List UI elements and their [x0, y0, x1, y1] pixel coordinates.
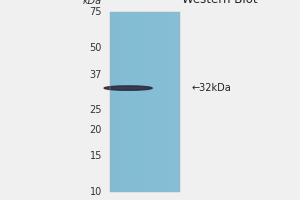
Bar	[135, 12, 136, 192]
Bar	[154, 12, 156, 192]
Bar	[143, 12, 144, 192]
Bar	[129, 12, 130, 192]
Ellipse shape	[104, 86, 152, 90]
Bar	[122, 12, 123, 192]
Text: 50: 50	[90, 43, 102, 53]
Bar	[137, 12, 138, 192]
Bar	[124, 12, 125, 192]
Bar	[154, 12, 155, 192]
Text: 25: 25	[89, 105, 102, 115]
Bar	[117, 12, 119, 192]
Bar	[152, 12, 153, 192]
Bar	[155, 12, 157, 192]
Bar	[141, 12, 142, 192]
Bar	[174, 12, 175, 192]
Bar	[139, 12, 140, 192]
Bar	[148, 12, 149, 192]
Bar	[128, 12, 129, 192]
Text: 20: 20	[90, 125, 102, 135]
Bar	[132, 12, 134, 192]
Bar	[145, 12, 146, 192]
Bar	[160, 12, 161, 192]
Bar	[134, 12, 135, 192]
Bar	[170, 12, 172, 192]
Bar	[150, 12, 151, 192]
Bar	[110, 12, 112, 192]
Bar	[127, 12, 128, 192]
Bar	[177, 12, 178, 192]
Bar	[157, 12, 158, 192]
Bar	[133, 12, 134, 192]
Bar	[171, 12, 172, 192]
Bar	[151, 12, 152, 192]
Bar	[120, 12, 121, 192]
Bar	[110, 12, 180, 192]
Bar	[159, 12, 160, 192]
Bar	[144, 12, 145, 192]
Bar	[179, 12, 180, 192]
Bar	[160, 12, 162, 192]
Bar	[147, 12, 148, 192]
Text: kDa: kDa	[83, 0, 102, 6]
Bar	[176, 12, 177, 192]
Bar	[115, 12, 116, 192]
Bar	[165, 12, 166, 192]
Text: 15: 15	[90, 151, 102, 161]
Bar	[130, 12, 131, 192]
Bar	[168, 12, 169, 192]
Bar	[124, 12, 126, 192]
Bar	[146, 12, 147, 192]
Text: 37: 37	[90, 70, 102, 80]
Bar	[142, 12, 143, 192]
Bar	[172, 12, 173, 192]
Bar	[119, 12, 120, 192]
Text: ←32kDa: ←32kDa	[192, 83, 232, 93]
Bar	[149, 12, 150, 192]
Text: 75: 75	[89, 7, 102, 17]
Bar	[178, 12, 179, 192]
Bar	[163, 12, 164, 192]
Bar	[138, 12, 139, 192]
Bar	[110, 12, 111, 192]
Bar	[146, 12, 148, 192]
Bar	[161, 12, 163, 192]
Bar	[113, 12, 114, 192]
Bar	[140, 12, 141, 192]
Bar	[167, 12, 168, 192]
Bar	[173, 12, 174, 192]
Bar	[158, 12, 159, 192]
Bar	[121, 12, 122, 192]
Bar	[131, 12, 133, 192]
Bar	[136, 12, 137, 192]
Bar	[169, 12, 171, 192]
Text: 10: 10	[90, 187, 102, 197]
Bar	[162, 12, 164, 192]
Bar	[131, 12, 132, 192]
Bar	[116, 12, 118, 192]
Bar	[164, 12, 165, 192]
Bar	[123, 12, 124, 192]
Bar	[126, 12, 128, 192]
Bar	[125, 12, 127, 192]
Bar	[114, 12, 115, 192]
Bar	[118, 12, 119, 192]
Bar	[140, 12, 142, 192]
Bar	[166, 12, 167, 192]
Bar	[175, 12, 176, 192]
Bar	[112, 12, 113, 192]
Bar	[176, 12, 178, 192]
Bar	[116, 12, 117, 192]
Text: Western Blot: Western Blot	[182, 0, 258, 6]
Bar	[156, 12, 158, 192]
Bar	[169, 12, 170, 192]
Bar	[153, 12, 154, 192]
Bar	[111, 12, 112, 192]
